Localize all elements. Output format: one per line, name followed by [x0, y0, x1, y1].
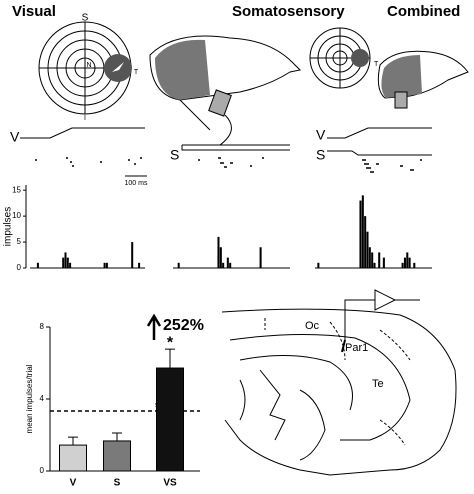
error-bar [112, 432, 122, 441]
histogram-bar [359, 200, 362, 268]
histogram-bar [219, 247, 222, 268]
visual-field-plot [38, 21, 132, 115]
rat-illustration [377, 50, 469, 109]
y-tick-label: 5 [17, 237, 22, 246]
histogram-bar [366, 231, 369, 268]
y-tick-label: 8 [40, 322, 45, 331]
error-bar [68, 436, 78, 446]
histogram-bar [177, 262, 180, 268]
histogram-bar [371, 252, 374, 268]
bar [156, 367, 184, 472]
histogram-bar [364, 216, 367, 268]
stimulus-trace [181, 144, 290, 151]
stimulus-label: V [10, 129, 20, 145]
polar-label: T [374, 61, 379, 68]
brain-section [221, 289, 457, 476]
panel-title: Visual [12, 3, 56, 20]
histogram-bar [226, 257, 229, 268]
histogram-bar [378, 252, 381, 268]
histogram-bar [229, 262, 232, 268]
x-tick-label: S [114, 478, 121, 489]
histogram-bar [217, 236, 220, 268]
histogram-bar [406, 252, 409, 268]
y-tick-label: 4 [40, 394, 45, 403]
stimulus-label: S [316, 147, 325, 163]
polar-label: T [134, 69, 139, 76]
y-axis-label: mean impulses/trial [25, 364, 34, 433]
error-bar [165, 348, 175, 369]
combined-field-plot [309, 27, 371, 89]
histogram-bar [103, 262, 106, 268]
panel-title: Combined [387, 3, 460, 20]
stimulus-label: S [170, 147, 179, 163]
histogram-bar [36, 262, 39, 268]
y-tick-label: 10 [12, 211, 21, 220]
histogram-bar [69, 262, 72, 268]
annotation: 252% [163, 317, 204, 334]
polar-label: S [82, 13, 89, 24]
significance: * [167, 334, 174, 351]
x-tick-label: V [70, 478, 77, 489]
histogram-bar [66, 257, 69, 268]
histogram-bar [361, 195, 364, 268]
histogram-bar [131, 242, 134, 268]
histogram-bar [368, 247, 371, 268]
brain-label: Oc [305, 320, 320, 332]
rat-illustration [149, 35, 302, 146]
y-tick-label: 0 [40, 466, 45, 475]
histogram-bar [373, 262, 376, 268]
arrow [146, 313, 162, 340]
histogram-bar [408, 257, 411, 268]
histogram-bar [138, 262, 141, 268]
histogram-bar [64, 252, 67, 268]
bar [103, 440, 131, 472]
brain-label: Par1 [345, 342, 368, 354]
histogram-bar [317, 262, 320, 268]
x-tick-label: VS [163, 478, 177, 489]
brain-label: Te [372, 378, 384, 390]
histogram-bar [105, 262, 108, 268]
histogram-bar [259, 247, 262, 268]
polar-label: I [84, 115, 86, 122]
histogram-bar [403, 257, 406, 268]
stimulus-label: V [316, 127, 326, 143]
raster [35, 157, 422, 173]
bar [59, 444, 87, 472]
scale-bar-label: 100 ms [125, 180, 148, 187]
panel-title: Somatosensory [232, 3, 345, 20]
polar-label: N [86, 62, 91, 69]
stimulus-trace [327, 127, 432, 156]
y-tick-label: 0 [17, 263, 22, 272]
histogram-bar [401, 262, 404, 268]
y-tick-label: 15 [12, 185, 21, 194]
histogram-bar [413, 262, 416, 268]
histogram-bar [62, 257, 65, 268]
y-axis-label: impulses [3, 207, 14, 246]
histogram-bar [382, 257, 385, 268]
stimulus-trace [20, 127, 145, 139]
histogram-bar [222, 262, 225, 268]
